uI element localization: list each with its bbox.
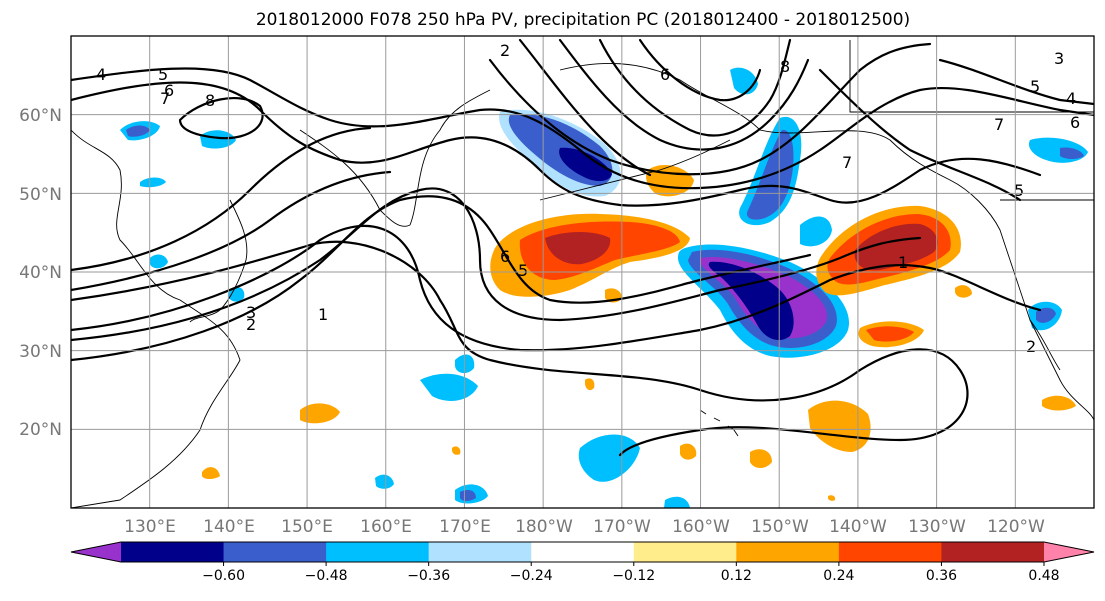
pv-label-1b: 1 xyxy=(898,253,908,272)
lat-label-60n: 60°N xyxy=(19,106,62,126)
pv-label-4b: 4 xyxy=(1066,89,1076,108)
lon-label-140e: 140°E xyxy=(203,517,255,537)
pv-contour-5 xyxy=(71,81,1042,207)
colorbar-segment xyxy=(736,542,840,562)
pv-contour-7 xyxy=(488,42,932,176)
colorbar-segment xyxy=(531,542,635,562)
coastline-alaska xyxy=(559,62,1094,421)
pv-label-1: 1 xyxy=(318,305,328,324)
pv-label-2: 2 xyxy=(246,315,256,334)
pv-contour-labels: 1 1 2 2 2 3 3 4 4 5 5 5 5 6 6 6 6 7 7 7 … xyxy=(96,41,1080,356)
pv-contour-3 xyxy=(71,187,922,342)
pv-label-7c: 7 xyxy=(994,115,1004,134)
pv-contour-1 xyxy=(71,240,969,457)
pv-contour-2 xyxy=(71,224,1042,352)
precipitation-pc-shading xyxy=(120,67,1088,508)
colorbar-tick-label: 0.48 xyxy=(1028,568,1059,584)
colorbar-tick-label: −0.24 xyxy=(510,568,553,584)
colorbar-segment xyxy=(838,542,942,562)
lat-label-50n: 50°N xyxy=(19,185,62,205)
colorbar-tick-label: −0.12 xyxy=(612,568,655,584)
coastline-kamchatka xyxy=(299,89,491,227)
lat-label-40n: 40°N xyxy=(19,263,62,283)
lon-label-160e: 160°E xyxy=(360,517,412,537)
lat-label-20n: 20°N xyxy=(19,420,62,440)
lon-label-170w: 170°W xyxy=(593,517,651,537)
pv-label-5d: 5 xyxy=(1030,77,1040,96)
pv-label-6c: 6 xyxy=(1070,113,1080,132)
colorbar-segment xyxy=(121,542,225,562)
map-frame xyxy=(70,35,1095,509)
coastline-baja xyxy=(1029,319,1061,371)
lon-label-150w: 150°W xyxy=(751,517,809,537)
colorbar-tick-label: 0.24 xyxy=(823,568,854,584)
colorbar-tick-label: −0.36 xyxy=(407,568,450,584)
lon-label-160w: 160°W xyxy=(672,517,730,537)
longitude-labels: 130°E 140°E 150°E 160°E 170°E 180°W 170°… xyxy=(124,517,1045,537)
colorbar-segment xyxy=(633,542,737,562)
pv-label-3: 3 xyxy=(246,303,256,322)
pv-label-2c: 2 xyxy=(1026,337,1036,356)
colorbar-extend-min xyxy=(71,542,121,562)
colorbar-outline xyxy=(70,541,1095,563)
lon-label-140w: 140°W xyxy=(829,517,887,537)
pv-label-2b: 2 xyxy=(500,41,510,60)
pv-contour-8 xyxy=(558,38,810,151)
colorbar-segment xyxy=(326,542,430,562)
colorbar-tick-label: 0.36 xyxy=(926,568,957,584)
colorbar-segment xyxy=(223,542,327,562)
pv-label-5b: 5 xyxy=(518,261,528,280)
lon-label-180w: 180°W xyxy=(515,517,573,537)
pv-label-8b: 8 xyxy=(780,57,790,76)
coastline-japan xyxy=(189,199,248,323)
pv-contour-6 xyxy=(71,67,1094,190)
colorbar-segment xyxy=(428,542,532,562)
colorbar-extend-max xyxy=(1044,542,1094,562)
pv-label-6d: 6 xyxy=(660,65,670,84)
pv-label-6: 6 xyxy=(164,81,174,100)
pv-label-5c: 5 xyxy=(1014,181,1024,200)
lon-label-150e: 150°E xyxy=(281,517,333,537)
latitude-labels: 60°N 50°N 40°N 30°N 20°N xyxy=(19,106,62,440)
pv-label-4: 4 xyxy=(96,65,106,84)
pv-label-8: 8 xyxy=(205,91,215,110)
colorbar-tick-label: −0.60 xyxy=(202,568,245,584)
pv-label-5: 5 xyxy=(158,65,168,84)
figure-title: 2018012000 F078 250 hPa PV, precipitatio… xyxy=(256,10,910,30)
pv-contour-4 xyxy=(71,195,812,362)
map-panel: 1 1 2 2 2 3 3 4 4 5 5 5 5 6 6 6 6 7 7 7 … xyxy=(71,36,1094,508)
colorbar: −0.60 −0.48 −0.36 −0.24 −0.12 0.12 0.24 0.36 0.4… xyxy=(70,541,1095,584)
pv-label-6b: 6 xyxy=(500,247,510,266)
pv-contours xyxy=(71,38,1094,457)
lat-label-30n: 30°N xyxy=(19,342,62,362)
colorbar-tick-label: 0.12 xyxy=(721,568,752,584)
lon-label-170e: 170°E xyxy=(439,517,491,537)
lon-label-130w: 130°W xyxy=(908,517,966,537)
colorbar-tick-label: −0.48 xyxy=(305,568,348,584)
colorbar-segment xyxy=(941,542,1045,562)
lon-label-120w: 120°W xyxy=(987,517,1045,537)
gridlines xyxy=(71,36,1094,508)
lon-label-130e: 130°E xyxy=(124,517,176,537)
pv-label-7: 7 xyxy=(160,89,170,108)
pv-label-3b: 3 xyxy=(1054,49,1064,68)
pv-label-7b: 7 xyxy=(842,153,852,172)
